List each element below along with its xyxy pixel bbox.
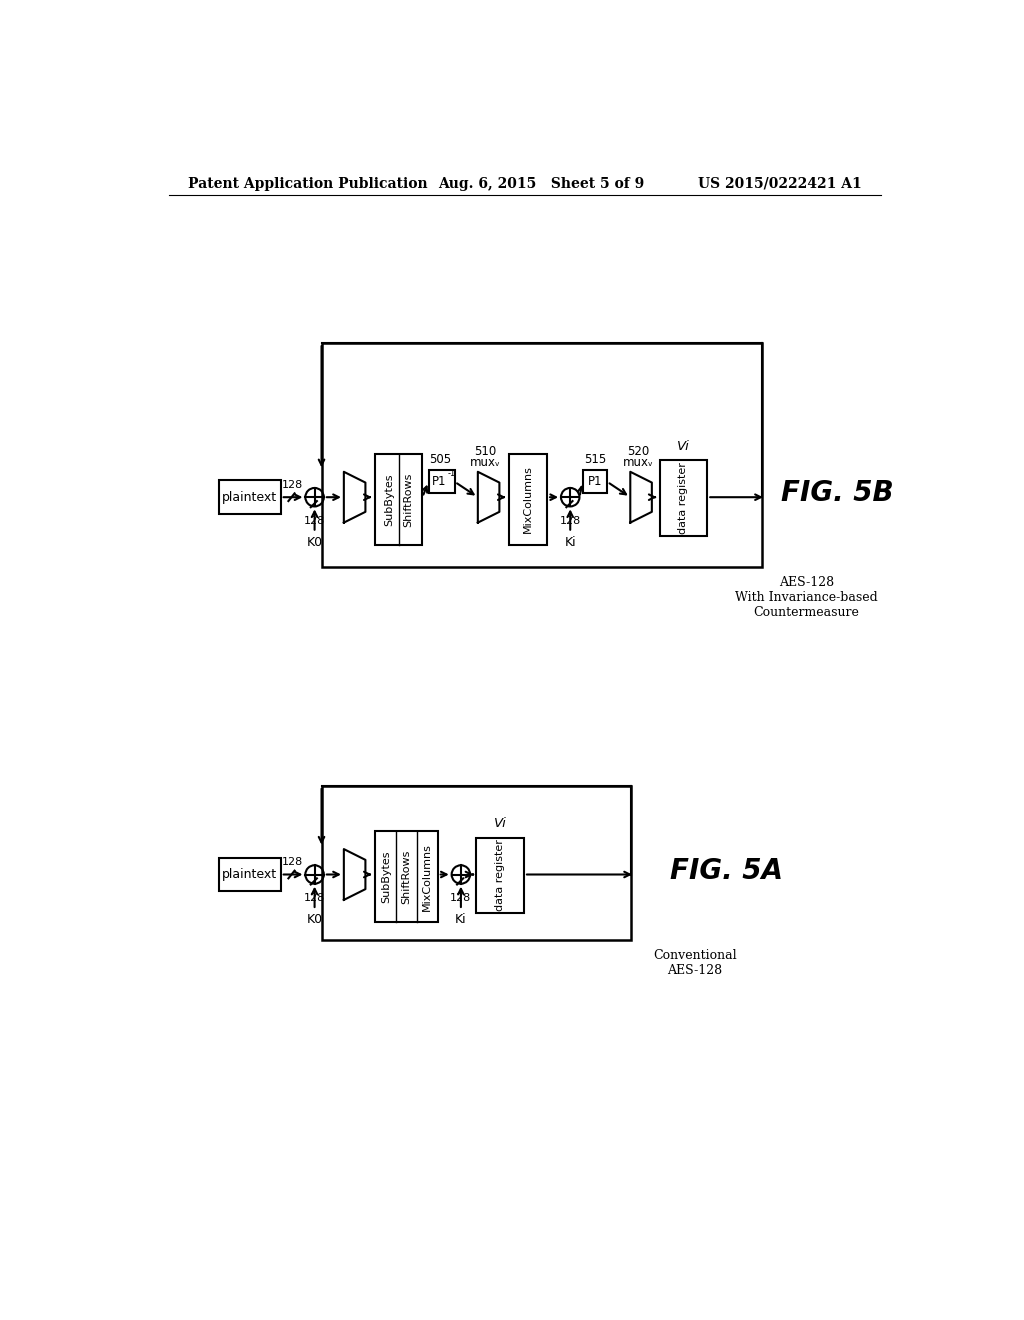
Text: 128: 128 [304,892,326,903]
Text: data register: data register [496,840,505,911]
Text: K0: K0 [306,913,323,927]
Text: plaintext: plaintext [222,491,278,504]
Text: SubBytes: SubBytes [384,474,394,525]
Polygon shape [478,471,500,523]
Text: ShiftRows: ShiftRows [401,850,412,904]
Text: -1: -1 [447,469,456,478]
Text: 128: 128 [304,516,326,525]
Bar [659,461,708,536]
Text: Aug. 6, 2015   Sheet 5 of 9: Aug. 6, 2015 Sheet 5 of 9 [438,177,645,191]
Text: FIG. 5B: FIG. 5B [781,479,894,507]
Bar [322,785,631,940]
Text: 128: 128 [451,892,471,903]
Polygon shape [631,471,652,523]
Text: data register: data register [679,462,688,533]
Bar [322,343,762,566]
Bar [219,480,281,515]
Text: Ki: Ki [455,913,467,927]
Text: Patent Application Publication: Patent Application Publication [188,177,428,191]
Text: Vi: Vi [494,817,507,830]
Bar [375,454,422,545]
Text: 505: 505 [429,453,452,466]
Text: K0: K0 [306,536,323,549]
Text: FIG. 5A: FIG. 5A [670,857,782,884]
Text: plaintext: plaintext [222,869,278,880]
Text: MixColumns: MixColumns [422,843,431,911]
Text: Vi: Vi [677,440,690,453]
Text: P1: P1 [432,475,446,488]
Text: Ki: Ki [564,536,577,549]
Text: 520: 520 [627,445,649,458]
Polygon shape [344,849,366,900]
Bar [583,470,607,494]
Text: MixColumns: MixColumns [523,466,532,533]
Text: Conventional
AES-128: Conventional AES-128 [653,949,737,977]
Text: SubBytes: SubBytes [381,850,391,903]
Polygon shape [344,471,366,523]
Text: AES-128
With Invariance-based
Countermeasure: AES-128 With Invariance-based Countermea… [735,576,878,619]
Text: 128: 128 [282,857,303,867]
Bar [476,838,524,913]
Text: P1: P1 [588,475,602,488]
Text: ShiftRows: ShiftRows [403,473,413,527]
Text: muxᵥ: muxᵥ [623,455,653,469]
Text: muxᵥ: muxᵥ [470,455,501,469]
Text: 128: 128 [559,516,581,525]
Text: 515: 515 [584,453,606,466]
Bar [375,832,438,923]
Bar [429,470,455,494]
Text: 128: 128 [282,479,303,490]
Bar [509,454,547,545]
Text: 510: 510 [474,445,497,458]
Bar [219,858,281,891]
Text: US 2015/0222421 A1: US 2015/0222421 A1 [698,177,862,191]
